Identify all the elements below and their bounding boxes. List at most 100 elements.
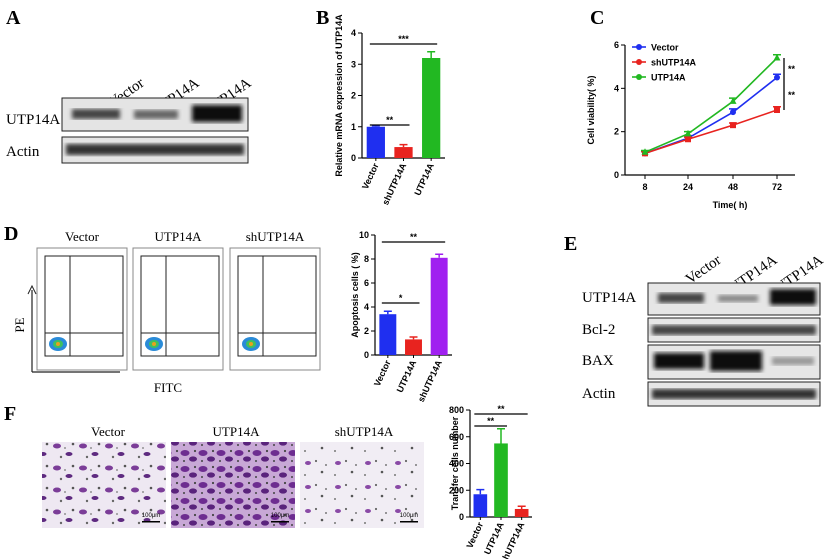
y-tick-label: 0 [614, 170, 619, 180]
sample-label: Vector [65, 229, 100, 244]
annotation: ** [386, 115, 394, 125]
x-tick-label: shUTP14A [380, 161, 408, 206]
marker [773, 54, 781, 61]
x-axis-label: Time( h) [713, 200, 748, 210]
micrographs [42, 442, 424, 528]
marker [685, 136, 691, 143]
line [644, 57, 778, 153]
panel-letter: A [6, 7, 21, 29]
y-tick-label: 10 [359, 230, 369, 240]
scale-label: 100μm [271, 513, 289, 519]
y-axis-label: Transfer cells number [450, 416, 460, 510]
annotation: ** [410, 232, 418, 242]
bar [494, 443, 508, 517]
sample-label: Vector [91, 424, 126, 439]
panel-letter: C [590, 7, 604, 29]
y-tick-label: 8 [364, 254, 369, 264]
error-bar [371, 125, 380, 127]
line [644, 109, 778, 155]
x-tick-label: Vector [464, 520, 485, 550]
error-bar [476, 488, 485, 495]
x-tick-label: shUTP14A [416, 358, 444, 403]
legend-marker [636, 44, 642, 50]
y-tick-label: 4 [351, 28, 356, 38]
annotation: ** [487, 416, 495, 426]
y-axis-label: Cell viability( %) [586, 75, 596, 144]
marker [774, 74, 780, 81]
annotation: ** [788, 64, 796, 74]
x-tick-label: 72 [772, 182, 782, 192]
sample-label: UTP14A [213, 424, 261, 439]
blot [647, 282, 821, 407]
legend-label: UTP14A [651, 73, 686, 83]
y-axis-label: Relative mRNA expression of UTP14A [334, 14, 344, 177]
y-tick-label: 6 [364, 278, 369, 288]
sample-label: shUTP14A [335, 424, 394, 439]
bar [366, 126, 385, 158]
error-bar [427, 51, 436, 58]
x-tick-label: UTP14A [412, 161, 436, 197]
error-bar [383, 310, 392, 315]
error-bar [409, 336, 418, 340]
legend-label: shUTP14A [651, 58, 697, 68]
y-tick-label: 4 [614, 83, 619, 93]
y-tick-label: 1 [351, 122, 356, 132]
annotation: ** [788, 90, 796, 100]
panel-letter: E [564, 233, 577, 255]
row-label: UTP14A [6, 112, 60, 128]
annotation: * [399, 293, 403, 303]
y-tick-label: 6 [614, 40, 619, 50]
y-tick-label: 600 [449, 432, 464, 442]
bar [405, 339, 422, 355]
y-tick-label: 2 [364, 326, 369, 336]
row-label: Actin [582, 386, 616, 402]
bar [394, 147, 413, 158]
y-tick-label: 4 [364, 302, 369, 312]
sample-label: UTP14A [155, 229, 203, 244]
x-tick-label: 24 [683, 182, 693, 192]
scale-label: 100μm [400, 513, 418, 519]
marker [641, 148, 649, 155]
sample-label: shUTP14A [246, 229, 305, 244]
bar [430, 257, 448, 355]
bar [422, 58, 441, 158]
annotation: *** [398, 34, 409, 44]
error-bar [497, 427, 505, 444]
row-label: Bcl-2 [582, 322, 615, 338]
marker [774, 107, 780, 113]
row-label: UTP14A [582, 290, 636, 306]
error-bar [435, 253, 444, 258]
y-tick-label: 0 [351, 153, 356, 163]
legend-label: Vector [651, 43, 679, 53]
bar [379, 314, 397, 355]
panel-letter: D [4, 223, 18, 245]
marker [684, 129, 692, 137]
error-bar [517, 505, 526, 509]
panel-letter: B [316, 7, 329, 29]
x-tick-label: Vector [372, 358, 393, 388]
line [644, 76, 778, 155]
row-label: Actin [6, 144, 40, 160]
annotation: ** [497, 404, 505, 414]
lane-label: Vector [683, 252, 724, 288]
y-axis-label: Apoptosis cells ( %) [350, 252, 360, 338]
y-tick-label: 200 [449, 485, 464, 495]
y-tick-label: 0 [364, 350, 369, 360]
axis-label: FITC [154, 380, 182, 395]
y-tick-label: 2 [351, 91, 356, 101]
x-tick-label: UTP14A [395, 358, 419, 394]
scale-label: 100μm [142, 513, 160, 519]
marker [730, 109, 736, 116]
bar [473, 494, 488, 517]
flow-plots [27, 247, 321, 373]
y-tick-label: 3 [351, 59, 356, 69]
x-tick-label: 8 [642, 182, 647, 192]
error-bar [399, 143, 408, 148]
legend-marker [636, 59, 642, 65]
y-tick-label: 400 [449, 459, 464, 469]
marker [730, 122, 736, 129]
blot [61, 97, 249, 164]
bar [514, 508, 529, 517]
x-tick-label: 48 [728, 182, 738, 192]
